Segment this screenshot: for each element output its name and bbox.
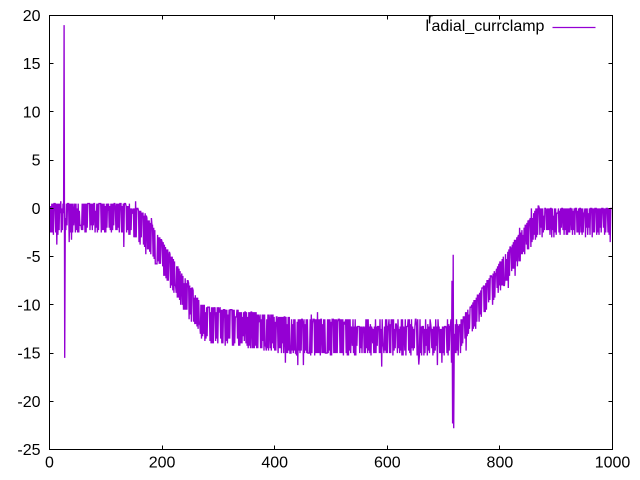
svg-text:10: 10	[23, 104, 41, 121]
svg-text:-5: -5	[26, 249, 40, 266]
svg-text:600: 600	[374, 455, 401, 472]
svg-text:5: 5	[32, 153, 41, 170]
svg-text:-10: -10	[17, 297, 40, 314]
svg-text:-20: -20	[17, 394, 40, 411]
svg-text:15: 15	[23, 56, 41, 73]
svg-text:0: 0	[32, 201, 41, 218]
svg-text:r: r	[428, 11, 434, 28]
svg-text:0: 0	[45, 455, 54, 472]
svg-text:20: 20	[23, 8, 41, 25]
svg-text:-25: -25	[17, 442, 40, 459]
svg-text:200: 200	[149, 455, 176, 472]
svg-text:1000: 1000	[595, 455, 631, 472]
svg-text:l: l	[426, 18, 430, 35]
svg-text:adial_currclamp: adial_currclamp	[432, 18, 545, 35]
svg-text:800: 800	[487, 455, 514, 472]
svg-text:400: 400	[261, 455, 288, 472]
svg-text:-15: -15	[17, 346, 40, 363]
